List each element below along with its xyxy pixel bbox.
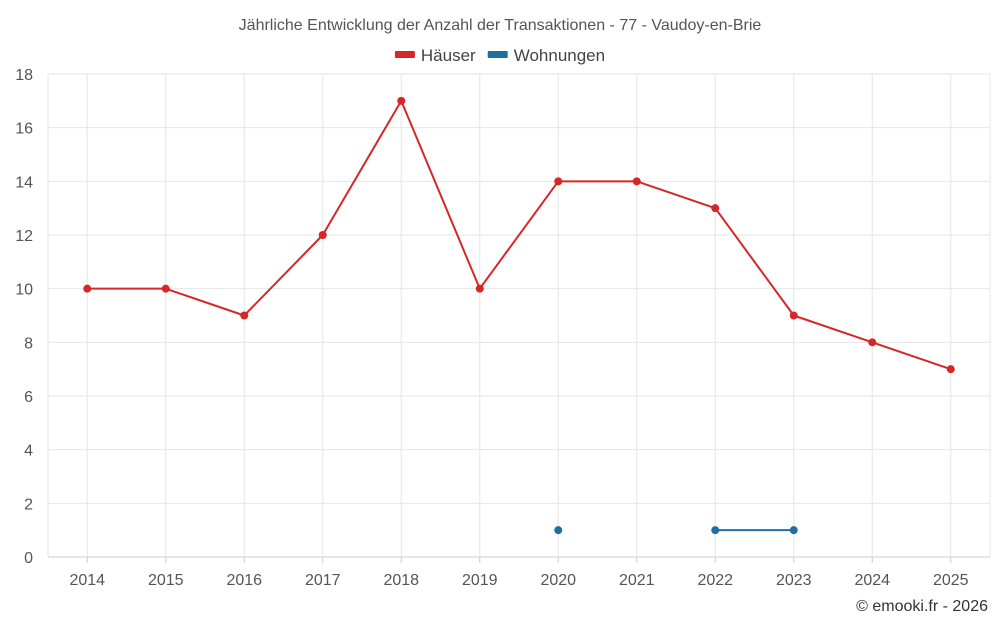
y-tick-label: 0	[24, 550, 33, 567]
legend-label: Wohnungen	[514, 46, 605, 65]
y-tick-label: 10	[15, 282, 33, 299]
data-point[interactable]	[632, 177, 641, 186]
data-point[interactable]	[475, 284, 484, 293]
credit-text: © emooki.fr - 2026	[856, 598, 988, 615]
series-1	[554, 526, 798, 535]
series-line-segment	[321, 100, 403, 236]
data-point[interactable]	[868, 338, 877, 347]
data-point[interactable]	[711, 204, 720, 213]
data-point[interactable]	[789, 311, 798, 320]
series-line-segment	[793, 314, 873, 344]
x-tick-label: 2024	[854, 572, 890, 589]
x-tick-label: 2023	[776, 572, 812, 589]
data-point[interactable]	[711, 526, 720, 535]
series-line-segment	[165, 287, 245, 317]
x-tick-label: 2020	[540, 572, 576, 589]
x-tick-label: 2015	[148, 572, 184, 589]
series-line-segment	[243, 234, 324, 317]
x-tick-label: 2025	[933, 572, 969, 589]
data-point[interactable]	[83, 284, 92, 293]
x-tick-label: 2022	[697, 572, 733, 589]
data-point[interactable]	[397, 96, 406, 105]
x-tick-label: 2021	[619, 572, 655, 589]
y-tick-label: 18	[15, 67, 33, 84]
legend-label: Häuser	[421, 46, 476, 65]
x-tick-label: 2016	[226, 572, 262, 589]
data-point[interactable]	[318, 231, 327, 239]
y-tick-label: 2	[24, 496, 33, 513]
series-layer	[83, 96, 955, 535]
series-line-segment	[871, 341, 952, 371]
data-point[interactable]	[789, 526, 798, 535]
data-point[interactable]	[554, 526, 563, 535]
x-axis-ticks: 2014 2015 2016 2017 2018 2019 2020 2021 2022 2023…	[69, 572, 968, 589]
y-tick-label: 12	[15, 228, 33, 245]
chart-title: Jährliche Entwicklung der Anzahl der Tra…	[239, 17, 762, 34]
series-0	[83, 96, 955, 374]
data-point[interactable]	[161, 284, 170, 293]
y-axis-ticks: 0 2 4 6 8 10 12 14 16 18	[15, 67, 33, 567]
series-line-segment	[478, 180, 560, 290]
legend-swatch[interactable]	[394, 51, 415, 58]
x-tick-label: 2018	[383, 572, 419, 589]
y-tick-label: 16	[15, 121, 33, 138]
x-tick-label: 2017	[305, 572, 341, 589]
x-tick-label: 2014	[69, 572, 105, 589]
data-point[interactable]	[554, 177, 563, 186]
grid	[47, 73, 991, 563]
data-point[interactable]	[240, 311, 249, 320]
series-line-segment	[714, 207, 795, 317]
legend: Häuser Wohnungen	[394, 46, 605, 65]
data-point[interactable]	[946, 365, 955, 374]
x-tick-label: 2019	[462, 572, 498, 589]
y-tick-label: 6	[24, 389, 33, 406]
y-tick-label: 14	[15, 174, 33, 191]
y-tick-label: 4	[24, 443, 33, 460]
series-line-segment	[400, 100, 481, 290]
legend-swatch[interactable]	[487, 51, 508, 58]
series-line-segment	[636, 180, 716, 210]
y-tick-label: 8	[24, 335, 33, 352]
